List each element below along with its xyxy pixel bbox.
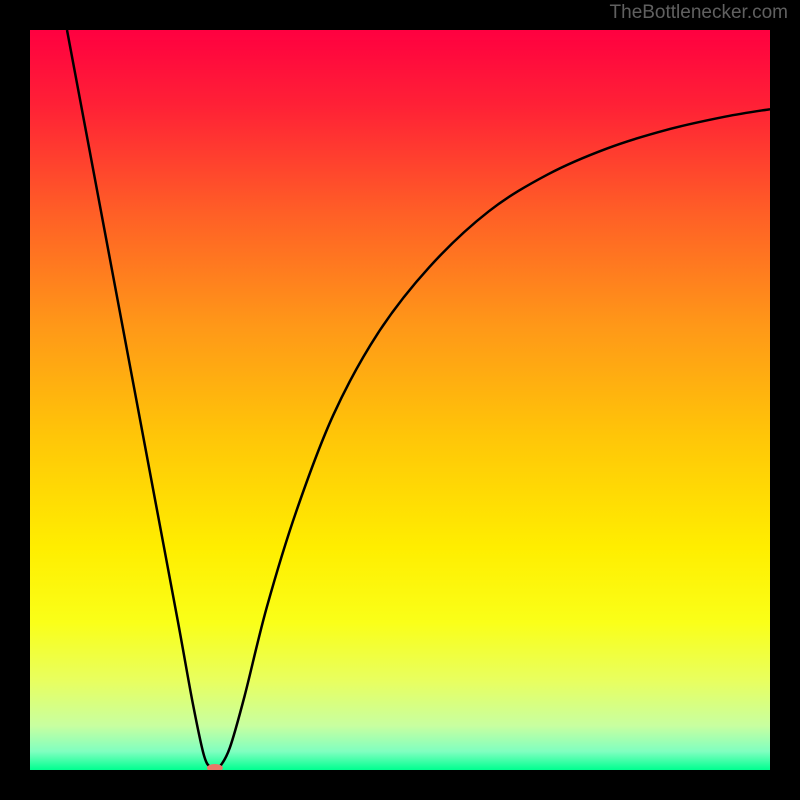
bottleneck-curve (30, 30, 770, 770)
watermark-text: TheBottlenecker.com (610, 2, 788, 24)
plot-area (30, 30, 770, 770)
minimum-marker (207, 764, 223, 770)
